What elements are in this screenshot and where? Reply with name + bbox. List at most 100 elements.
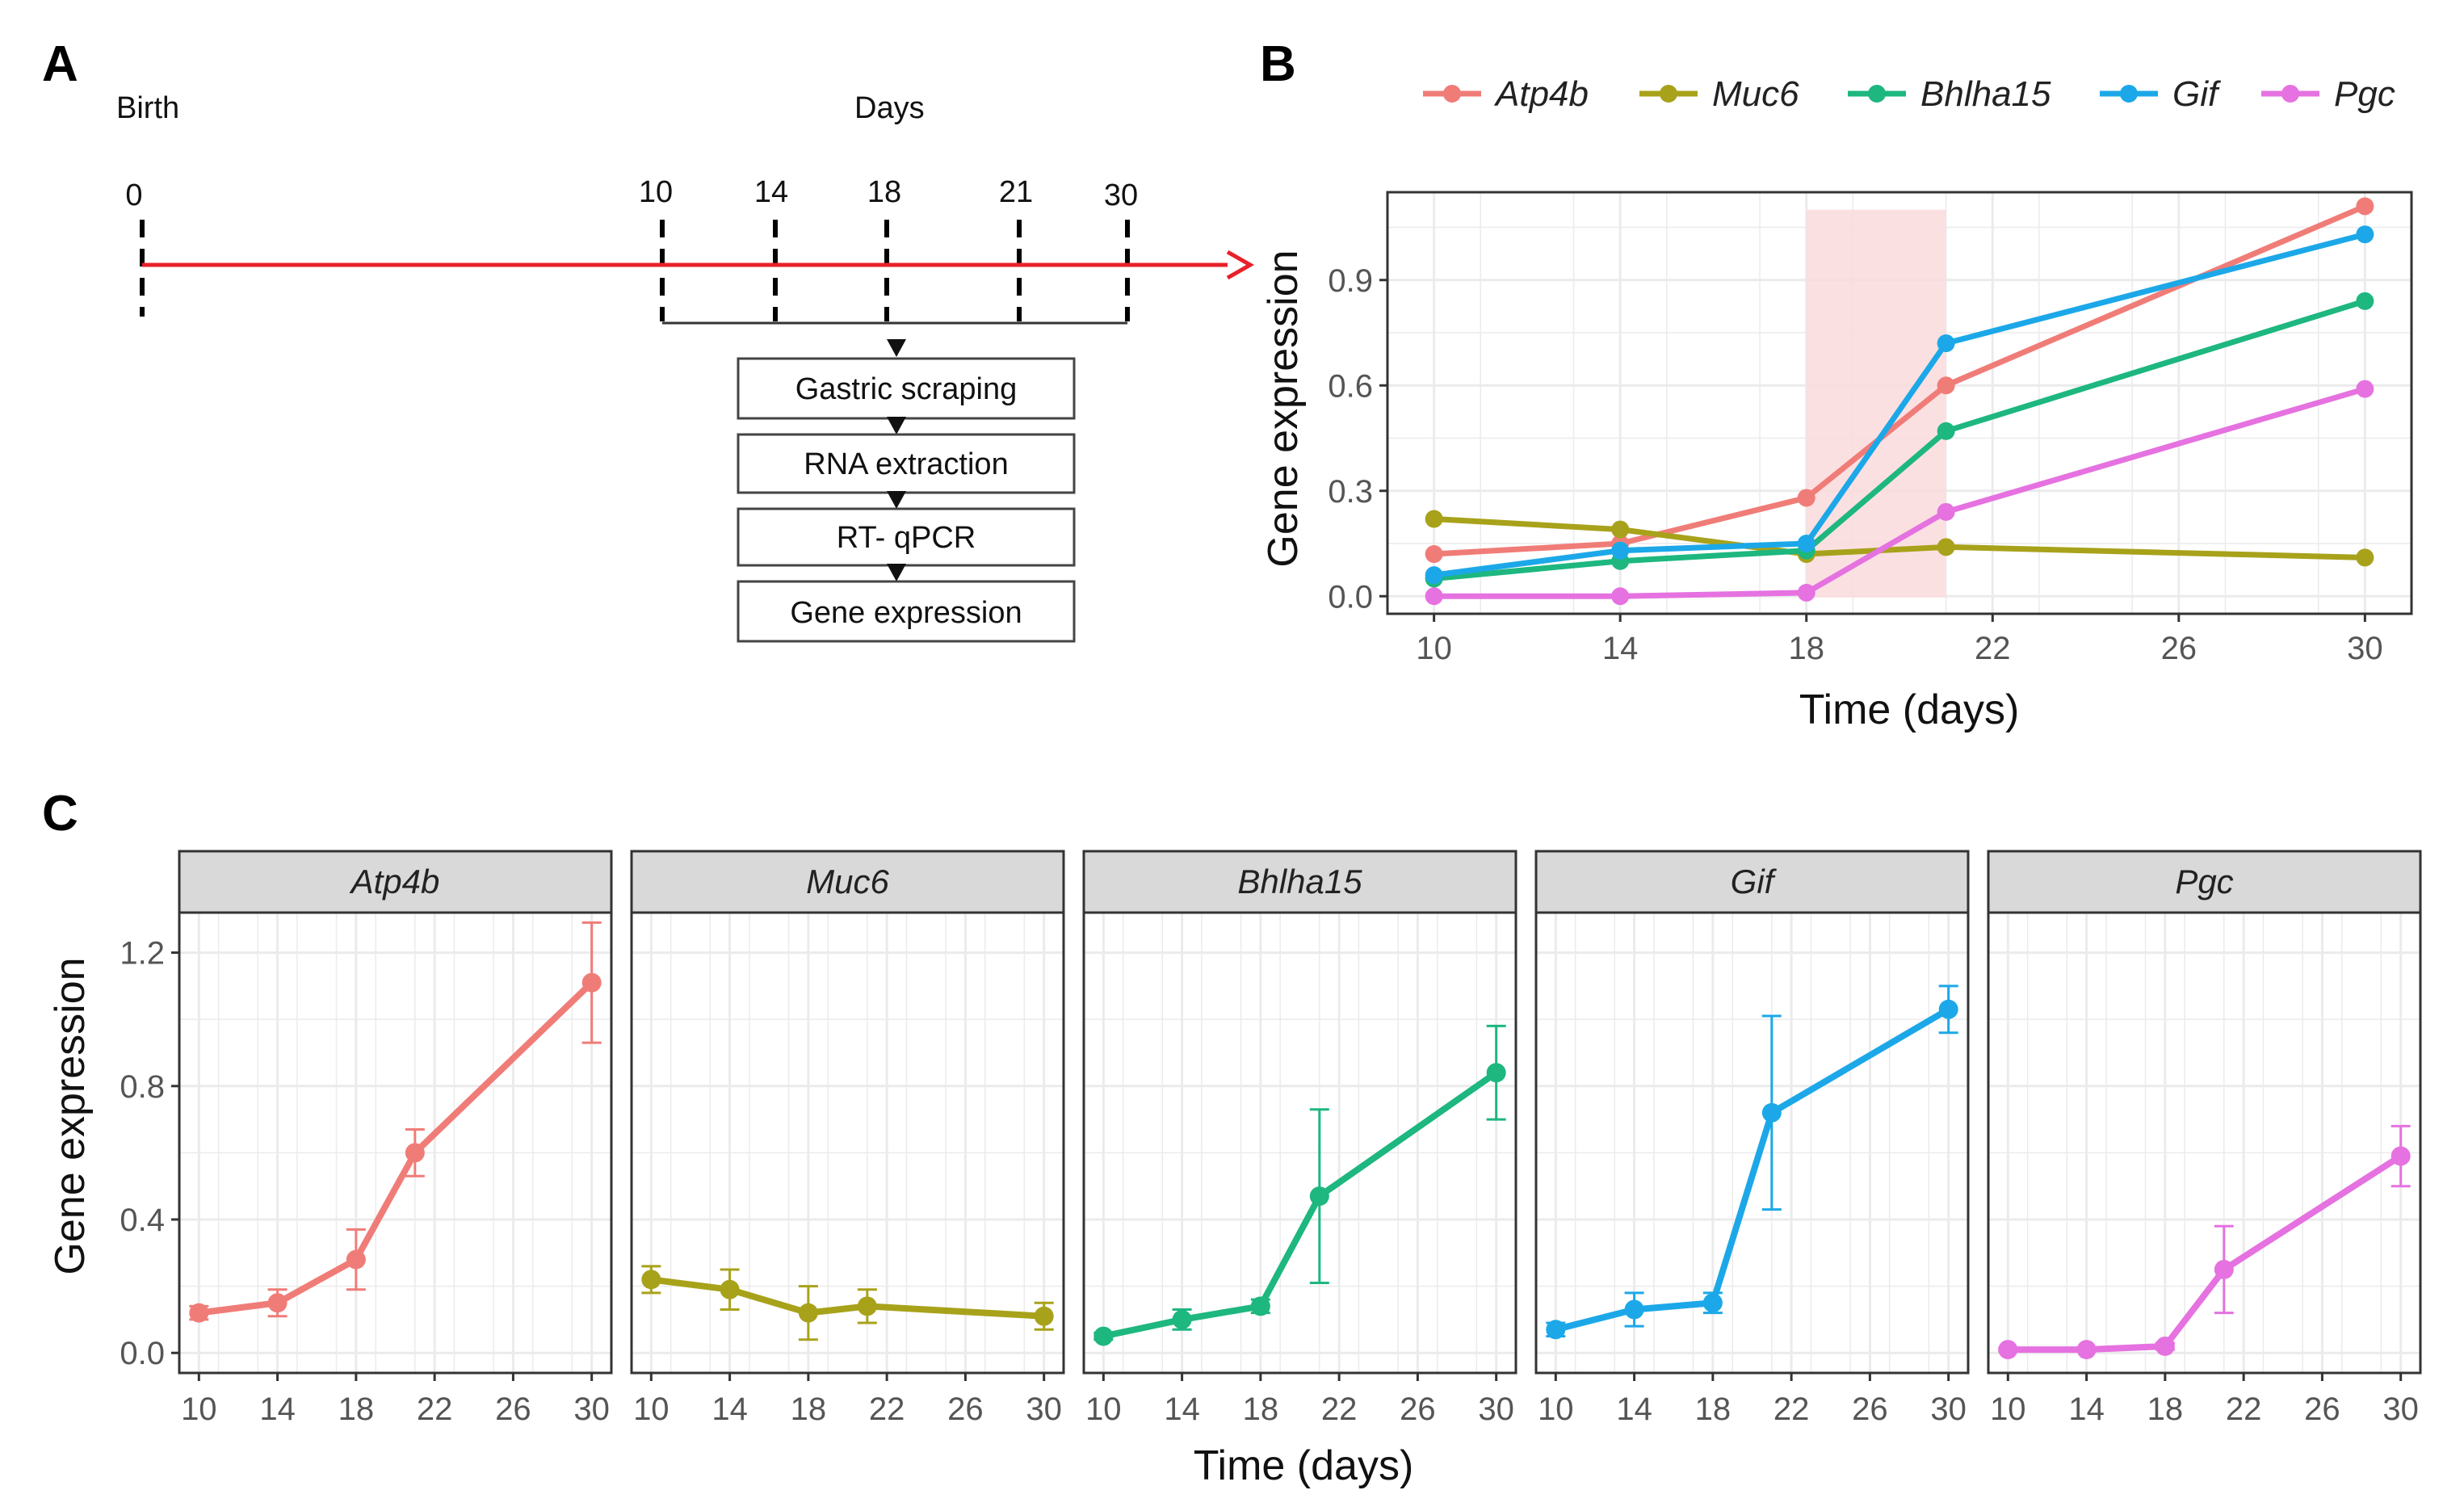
legend-key-point <box>1443 85 1461 103</box>
legend-key-point <box>1660 85 1677 103</box>
x-tick-label: 10 <box>181 1392 217 1427</box>
y-tick-label: 0.0 <box>1328 579 1373 615</box>
x-tick-label: 26 <box>947 1392 984 1427</box>
facet-point-muc6 <box>798 1303 818 1323</box>
legend-key-point <box>2281 85 2299 103</box>
point-atp4b <box>2356 197 2374 216</box>
point-muc6 <box>2356 548 2374 567</box>
point-bhlha15 <box>1937 422 1955 440</box>
facet-point-gif <box>1624 1299 1644 1320</box>
workflow-step-2: RNA extraction <box>737 417 1076 494</box>
point-pgc <box>1797 583 1815 602</box>
facet-background <box>1988 913 2420 1373</box>
x-tick-label: 26 <box>2304 1392 2340 1427</box>
point-gif <box>1797 535 1815 552</box>
legend-label-atp4b: Atp4b <box>1493 74 1589 114</box>
point-gif <box>2356 225 2374 244</box>
x-tick-label: 26 <box>2161 631 2197 666</box>
y-tick-label: 1.2 <box>120 936 165 972</box>
x-tick-label: 30 <box>2382 1392 2419 1427</box>
facet-strip-label-pgc: Pgc <box>2175 863 2233 900</box>
y-tick-label: 0.0 <box>120 1336 165 1371</box>
panel-c-x-axis-title: Time (days) <box>1194 1442 1414 1489</box>
point-pgc <box>1425 587 1443 606</box>
facet-point-bhlha15 <box>1250 1296 1270 1316</box>
panel-b-x-axis-title: Time (days) <box>1799 686 2020 733</box>
days-label: Days <box>854 91 925 125</box>
workflow-step-4-label: Gene expression <box>790 596 1022 630</box>
x-tick-label: 22 <box>2226 1392 2262 1427</box>
plot-b-frame <box>1386 191 2413 615</box>
point-gif <box>1611 541 1630 560</box>
facet-point-muc6 <box>641 1270 661 1290</box>
y-tick-label: 0.6 <box>1328 368 1373 404</box>
panel-a-timeline: Birth Days 0 10 14 18 21 30 Gastric scra… <box>116 91 1255 643</box>
facet-frame-pgc <box>1987 911 2422 1375</box>
facet-strip-pgc <box>1987 850 2422 914</box>
facet-background <box>632 913 1064 1373</box>
facet-strip-label-atp4b: Atp4b <box>349 863 440 900</box>
facet-frame-bhlha15 <box>1082 911 1517 1375</box>
plot-b: 10 14 18 22 26 30 0.0 0.3 0.6 0.9 <box>1328 191 2413 666</box>
point-pgc <box>1611 587 1630 606</box>
x-tick-label: 30 <box>1026 1392 1062 1427</box>
facet-point-pgc <box>2155 1336 2175 1356</box>
facet-point-gif <box>1546 1320 1566 1340</box>
x-tick-label: 30 <box>1478 1392 1514 1427</box>
point-gif <box>1425 566 1443 585</box>
timeline-tick-0: 0 <box>125 178 142 212</box>
facet-frame-muc6 <box>630 911 1065 1375</box>
x-tick-label: 10 <box>1085 1392 1122 1427</box>
legend-label-muc6: Muc6 <box>1712 74 1799 114</box>
facet-frame-atp4b <box>178 911 613 1375</box>
workflow-step-1: Gastric scraping <box>737 339 1076 420</box>
point-atp4b <box>1937 376 1955 395</box>
x-tick-label: 18 <box>1788 631 1824 666</box>
legend-label-pgc: Pgc <box>2334 74 2395 114</box>
x-tick-label: 18 <box>2147 1392 2184 1427</box>
x-tick-label: 18 <box>1695 1392 1732 1427</box>
legend-key-point <box>1868 85 1886 103</box>
panel-c-facets: Atp4b 10 14 18 22 26 30 0.0 0.4 0.8 1.2 Muc6 10 14 18 2… <box>47 850 2422 1489</box>
x-tick-label: 22 <box>1773 1392 1810 1427</box>
x-tick-label: 10 <box>1416 631 1452 666</box>
facet-point-atp4b <box>346 1249 366 1270</box>
facet-point-atp4b <box>405 1143 425 1163</box>
workflow-step-4: Gene expression <box>737 564 1076 643</box>
facet-strip-label-gif: Gif <box>1731 863 1778 900</box>
y-tick-label: 0.3 <box>1328 474 1373 510</box>
workflow-step-3-label: RT- qPCR <box>837 521 976 555</box>
facet-background <box>179 913 611 1373</box>
birth-label: Birth <box>116 91 179 125</box>
timeline-arrow-head <box>1226 250 1255 280</box>
y-tick-label: 0.4 <box>120 1203 165 1238</box>
point-muc6 <box>1611 520 1630 539</box>
workflow-step-3: RT- qPCR <box>737 491 1076 567</box>
point-atp4b <box>1425 545 1443 564</box>
facet-point-pgc <box>2391 1146 2411 1166</box>
facet-point-gif <box>1702 1293 1723 1313</box>
plot-c: Atp4b 10 14 18 22 26 30 0.0 0.4 0.8 1.2 Muc6 10 14 18 2… <box>120 850 2422 1427</box>
x-tick-label: 22 <box>869 1392 905 1427</box>
x-tick-label: 26 <box>495 1392 531 1427</box>
facet-point-gif <box>1938 999 1958 1019</box>
x-tick-label: 22 <box>1975 631 2011 666</box>
facet-strip-bhlha15 <box>1082 850 1517 914</box>
timeline-tick-18: 18 <box>867 175 901 209</box>
panel-a-letter: A <box>42 36 78 92</box>
facet-point-bhlha15 <box>1172 1309 1192 1329</box>
point-pgc <box>1937 502 1955 521</box>
x-tick-label: 22 <box>417 1392 453 1427</box>
x-tick-label: 18 <box>1243 1392 1279 1427</box>
x-tick-label: 30 <box>573 1392 610 1427</box>
x-tick-label: 14 <box>1164 1392 1200 1427</box>
panel-b-letter: B <box>1260 36 1296 92</box>
facet-point-muc6 <box>720 1279 740 1299</box>
facet-point-gif <box>1761 1102 1782 1123</box>
workflow-step-2-label: RNA extraction <box>804 447 1008 481</box>
x-tick-label: 22 <box>1321 1392 1358 1427</box>
timeline-tick-21: 21 <box>999 175 1033 209</box>
facet-background <box>1084 913 1516 1373</box>
x-tick-label: 14 <box>2068 1392 2105 1427</box>
facet-point-pgc <box>1998 1340 2018 1360</box>
